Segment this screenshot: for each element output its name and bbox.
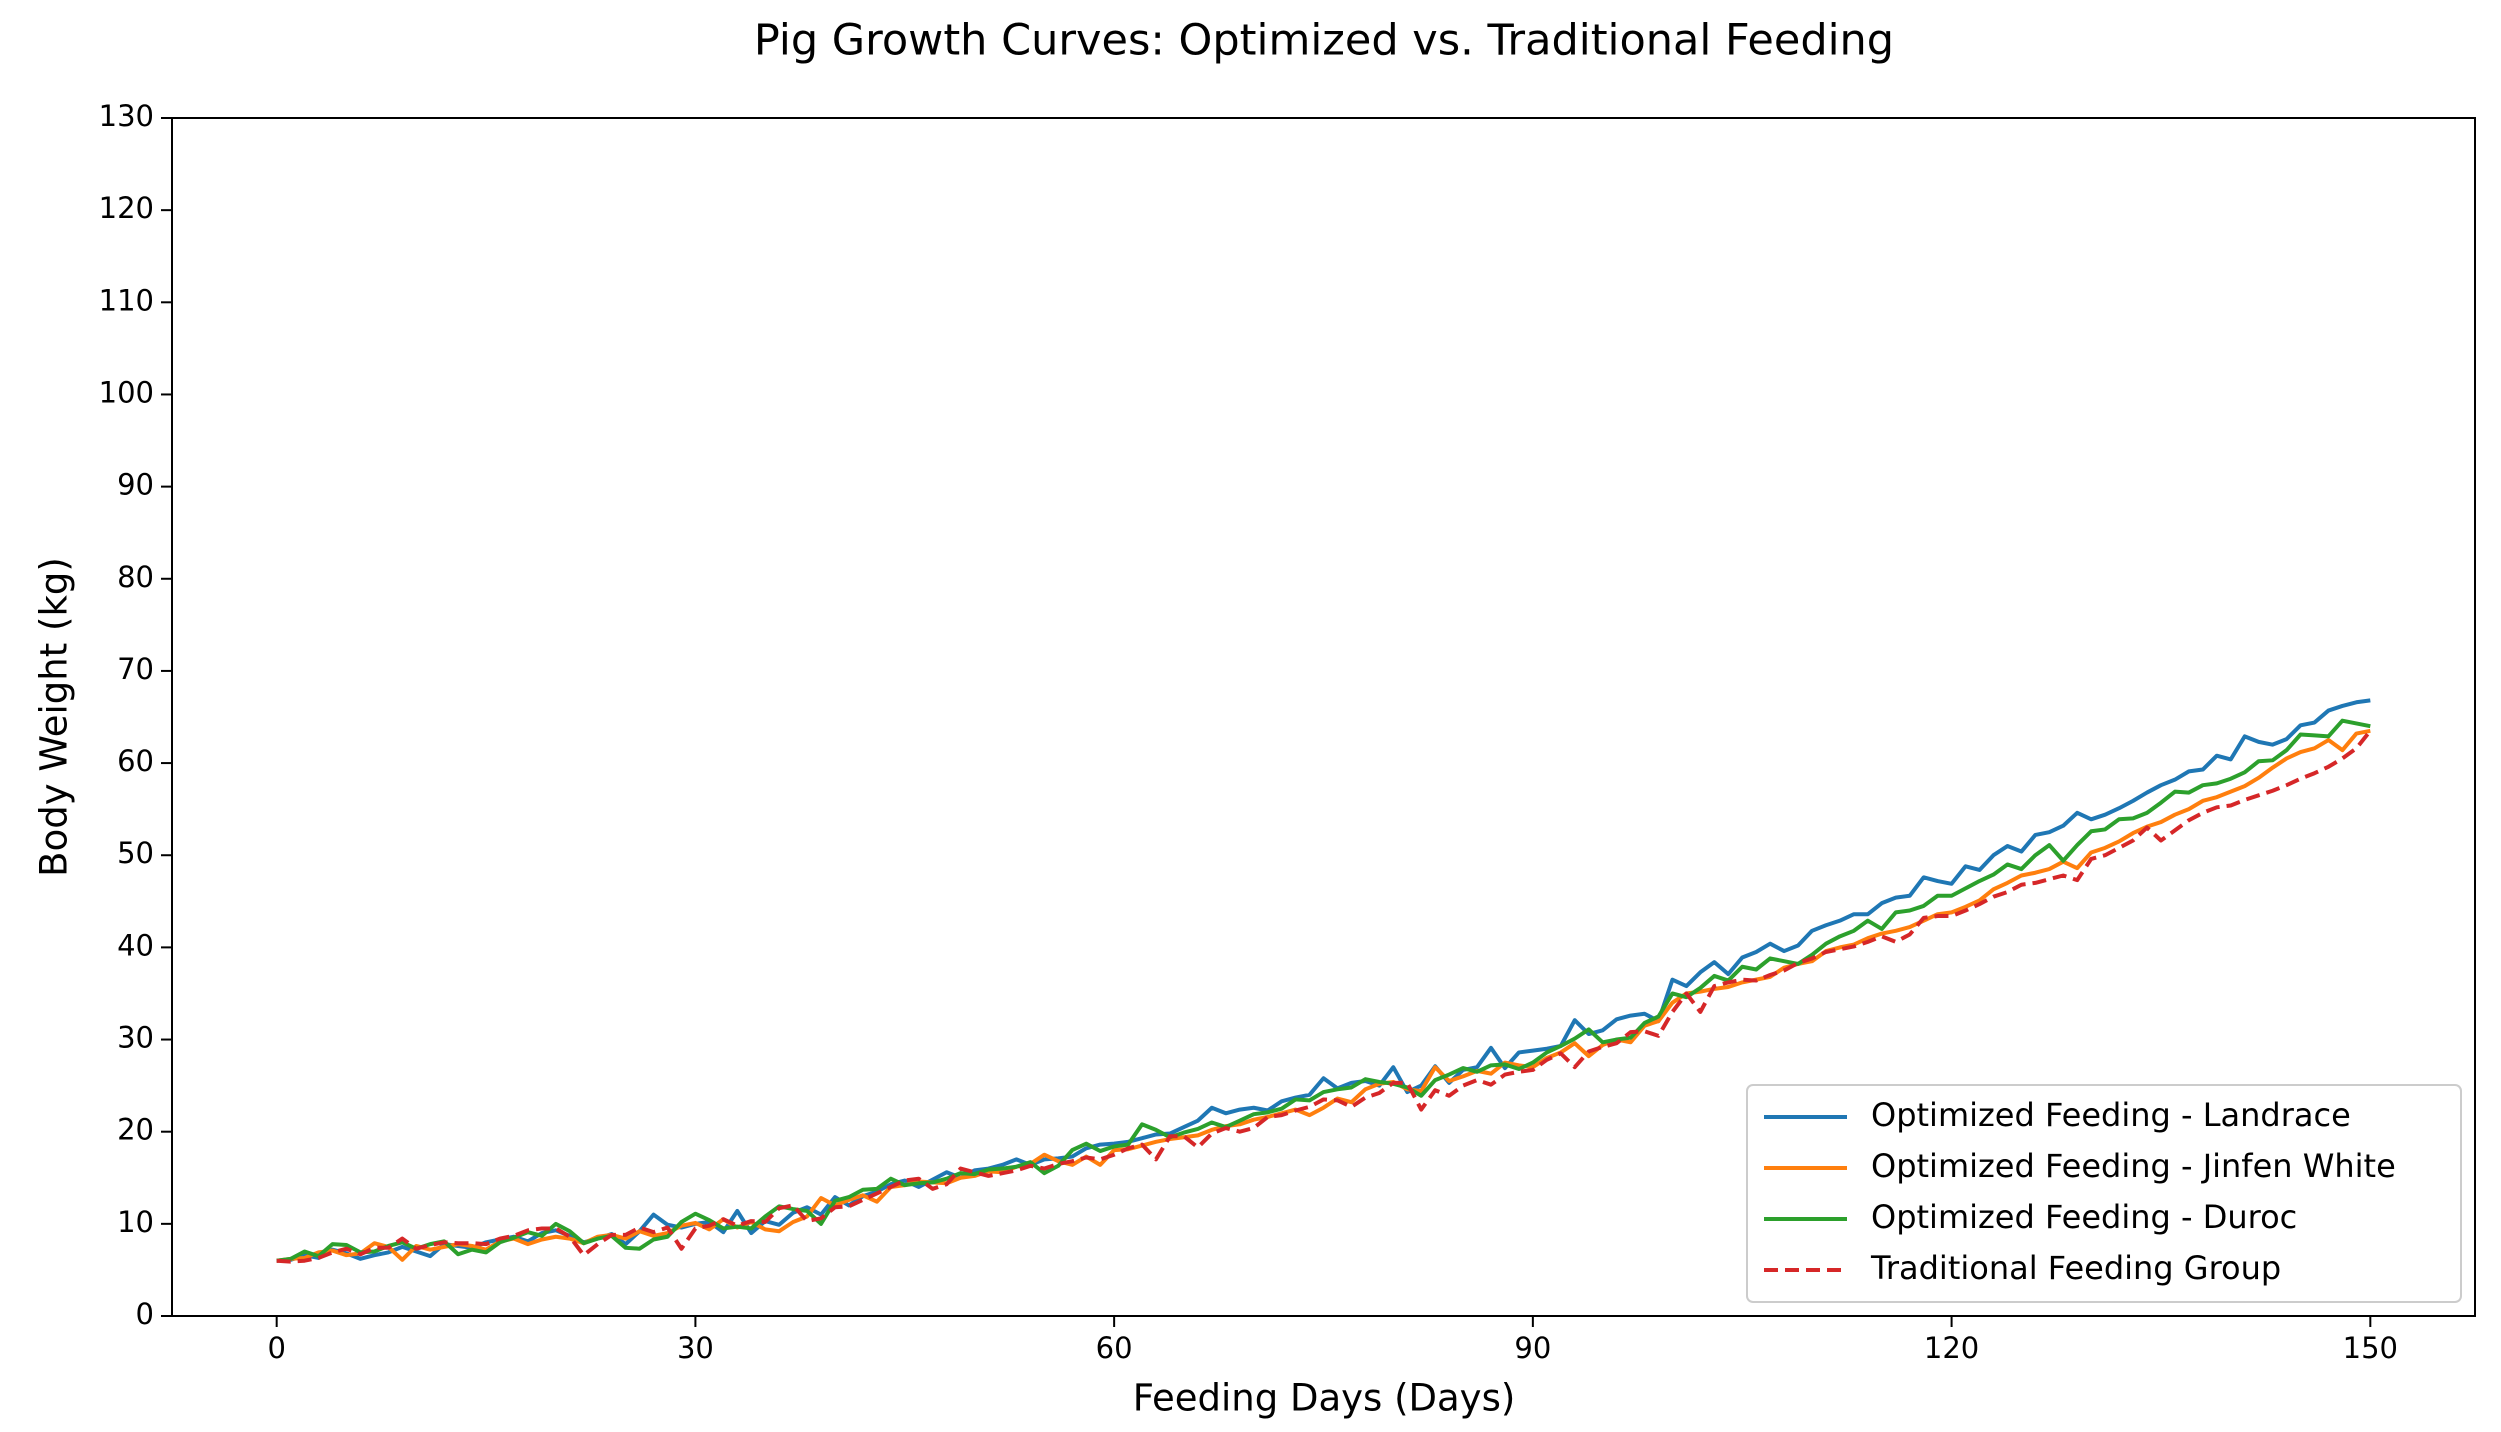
- x-tick-label: 60: [1096, 1331, 1133, 1365]
- y-tick-label: 30: [117, 1021, 154, 1055]
- legend-box: [1746, 1084, 2462, 1303]
- chart-title: Pig Growth Curves: Optimized vs. Traditi…: [754, 16, 1894, 66]
- x-tick-label: 0: [267, 1331, 285, 1365]
- legend-label: Optimized Feeding - Duroc: [1871, 1198, 2297, 1236]
- y-tick-label: 80: [117, 560, 154, 594]
- y-tick-label: 20: [117, 1113, 154, 1147]
- y-axis-label: Body Weight (kg): [33, 557, 76, 877]
- y-tick-label: 50: [117, 836, 154, 870]
- y-tick-label: 100: [99, 375, 154, 409]
- legend-label: Traditional Feeding Group: [1870, 1249, 2281, 1287]
- y-tick-label: 40: [117, 928, 154, 962]
- x-tick-label: 150: [2343, 1331, 2398, 1365]
- y-tick-label: 90: [117, 468, 154, 502]
- plot-frame: [171, 117, 2476, 1317]
- series-line: [276, 728, 2371, 1263]
- y-tick-label: 70: [117, 652, 154, 686]
- y-tick-label: 60: [117, 744, 154, 778]
- x-tick-label: 30: [677, 1331, 714, 1365]
- y-tick-label: 110: [99, 283, 154, 317]
- series-line: [276, 729, 2372, 1264]
- legend-label: Optimized Feeding - Jinfen White: [1871, 1147, 2396, 1185]
- legend-label: Optimized Feeding - Landrace: [1871, 1096, 2351, 1134]
- y-tick-label: 0: [136, 1297, 154, 1331]
- x-axis-label: Feeding Days (Days): [1133, 1377, 1516, 1420]
- x-tick-label: 90: [1514, 1331, 1551, 1365]
- y-tick-label: 120: [99, 191, 154, 225]
- x-tick-label: 120: [1924, 1331, 1979, 1365]
- series-line: [276, 698, 2371, 1263]
- y-tick-label: 10: [117, 1205, 154, 1239]
- series-line: [276, 718, 2371, 1263]
- y-tick-label: 130: [99, 99, 154, 133]
